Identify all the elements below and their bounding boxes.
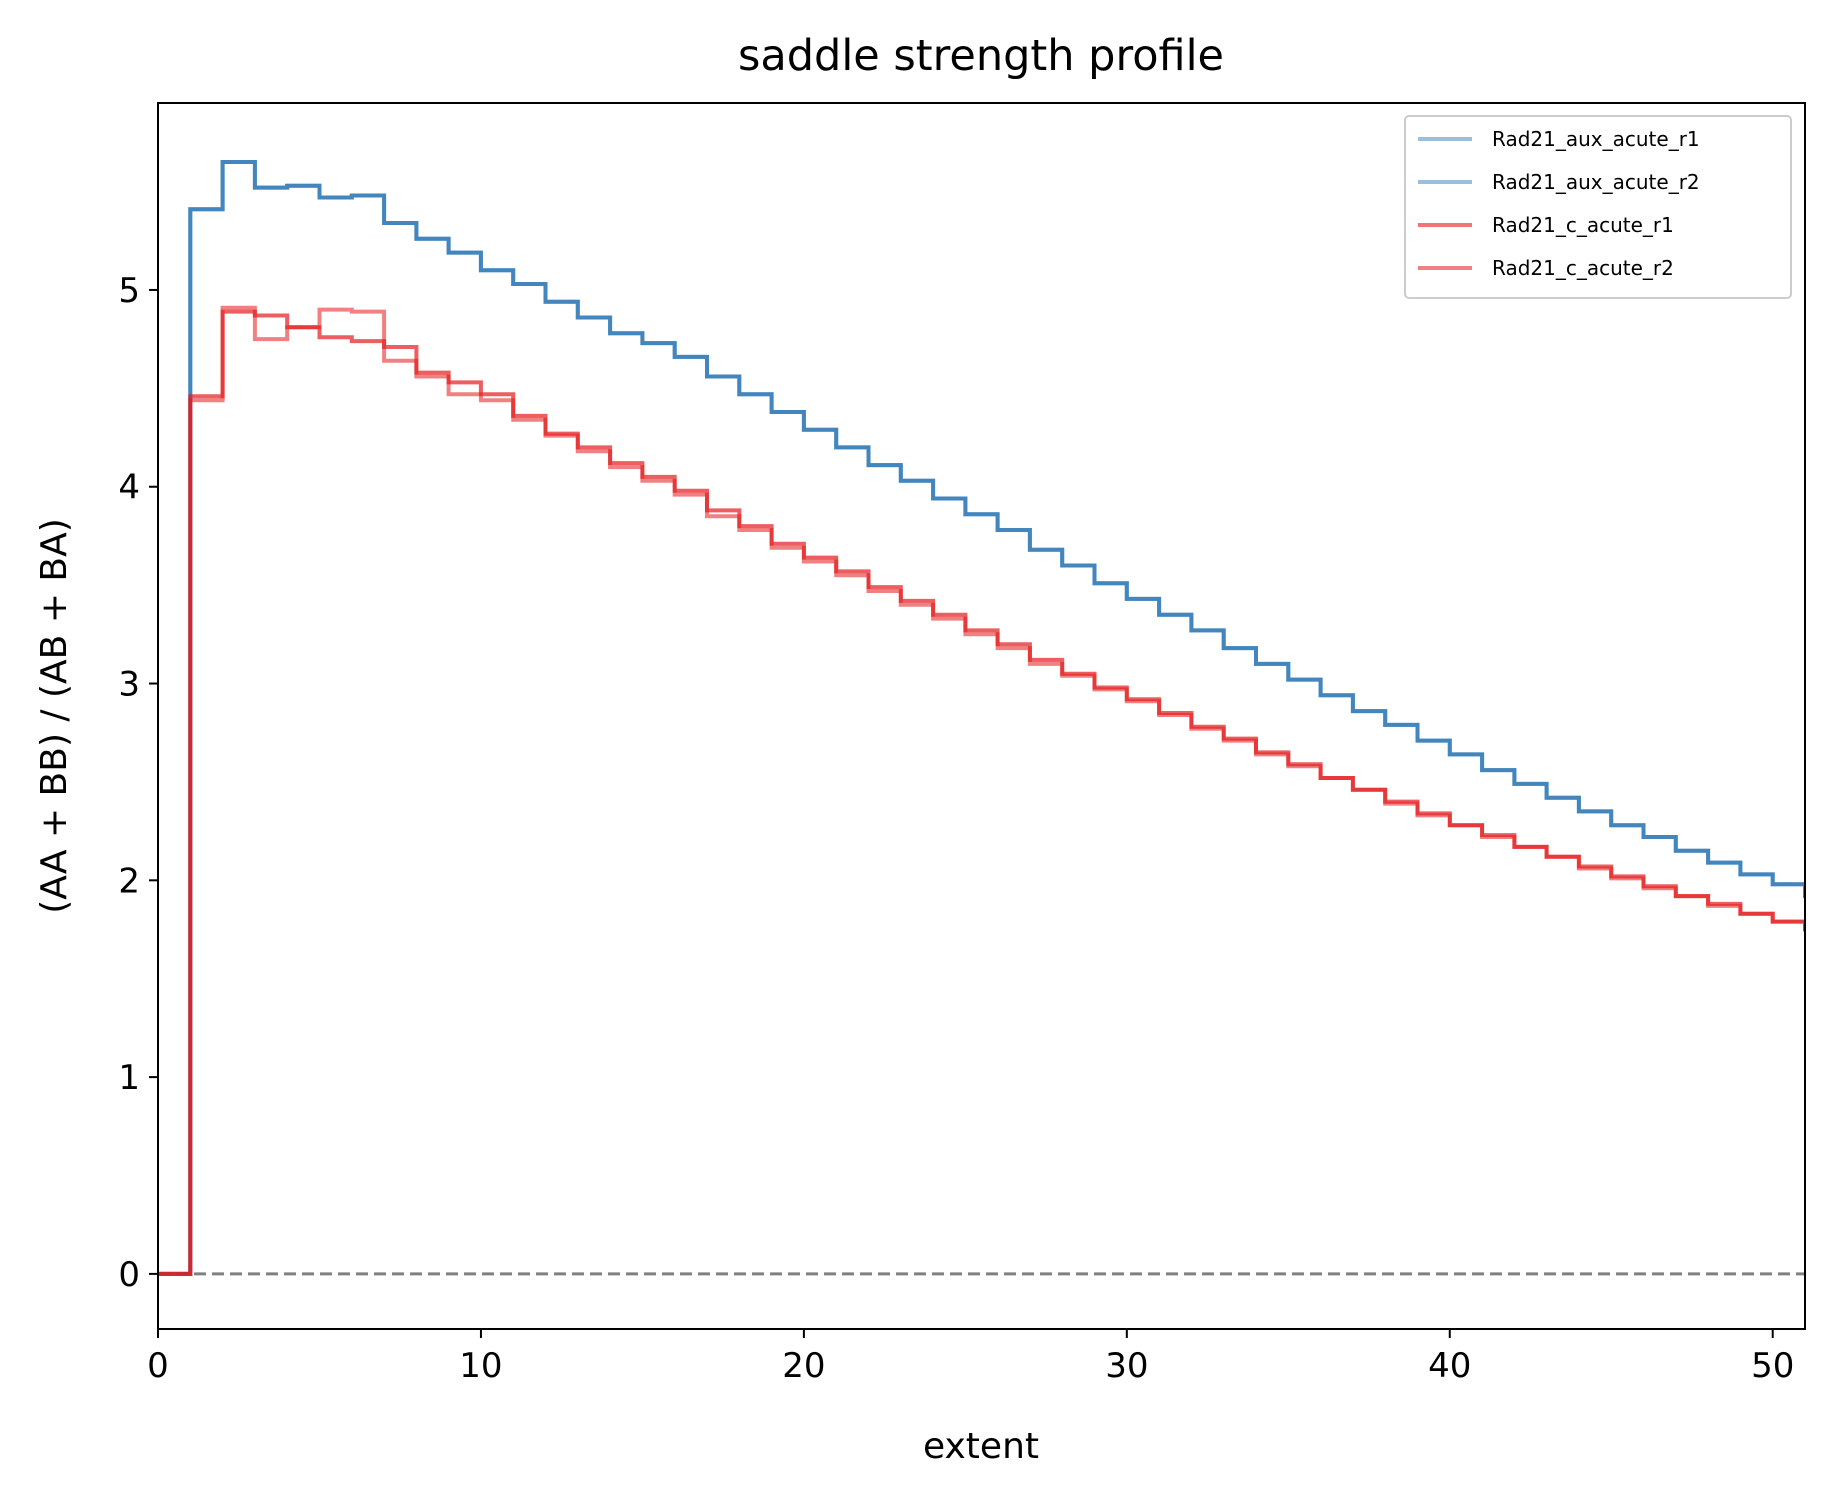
x-tick-label: 10: [459, 1346, 502, 1386]
plot-frame: [157, 102, 1806, 1330]
y-tick-label: 5: [118, 271, 140, 311]
x-tick-label: 30: [1105, 1346, 1148, 1386]
y-tick-label: 1: [118, 1058, 140, 1098]
x-axis-label: extent: [923, 1426, 1039, 1467]
y-tick-label: 4: [118, 468, 140, 508]
legend-label: Rad21_c_acute_r1: [1492, 213, 1674, 237]
y-tick-label: 3: [118, 665, 140, 705]
x-tick-label: 0: [147, 1346, 169, 1386]
legend-label: Rad21_aux_acute_r1: [1492, 127, 1700, 151]
legend-label: Rad21_aux_acute_r2: [1492, 170, 1700, 194]
x-tick-label: 50: [1751, 1346, 1794, 1386]
series-layer: [158, 160, 1805, 1276]
x-tick-label: 40: [1428, 1346, 1471, 1386]
y-axis-label: (AA + BB) / (AB + BA): [34, 518, 75, 914]
x-tick-label: 20: [782, 1346, 825, 1386]
x-axis: 0 10 20 30 40 50: [147, 1329, 1794, 1386]
legend-label: Rad21_c_acute_r2: [1492, 256, 1674, 280]
chart-title: saddle strength profile: [738, 31, 1224, 81]
y-tick-label: 2: [118, 861, 140, 901]
y-axis: 0 1 2 3 4 5: [118, 271, 158, 1295]
series-line-Rad21_aux_acute_r2: [158, 160, 1805, 1276]
plot-area: [158, 160, 1805, 1276]
y-tick-label: 0: [118, 1255, 140, 1295]
legend: Rad21_aux_acute_r1 Rad21_aux_acute_r2 Rad2…: [1404, 115, 1792, 299]
legend-box: [1404, 115, 1792, 299]
series-line-Rad21_c_acute_r2: [158, 305, 1805, 1276]
